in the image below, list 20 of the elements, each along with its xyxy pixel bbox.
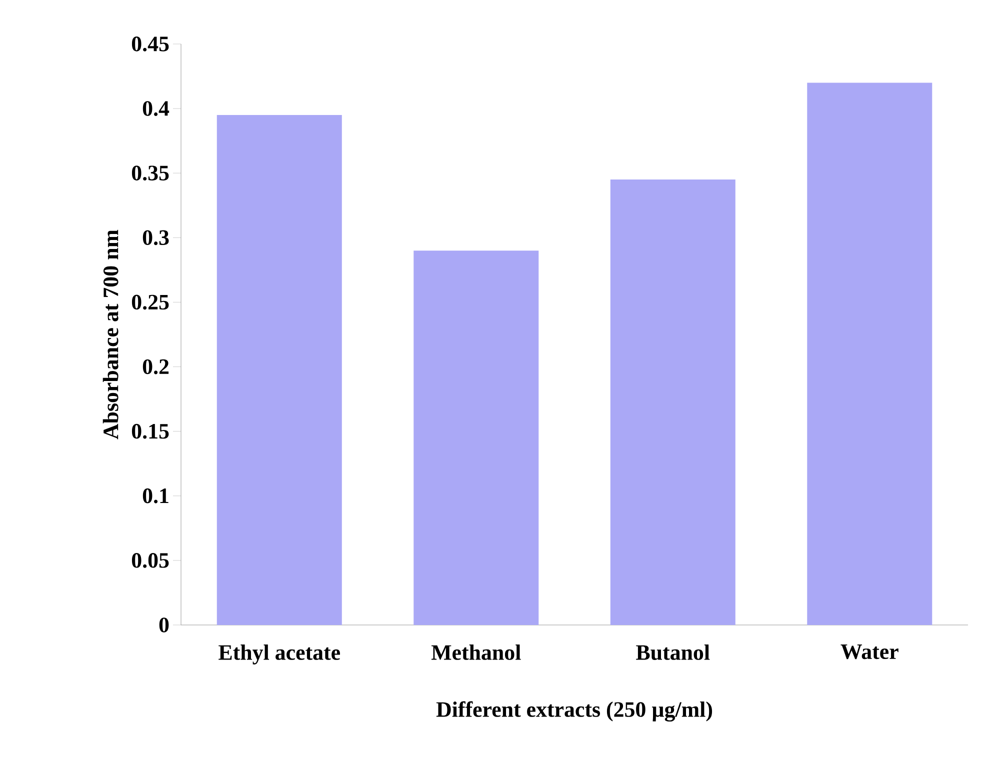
y-tick-label: 0.25: [132, 294, 169, 310]
y-tick-label: 0.2: [142, 359, 169, 374]
y-tick-label: 0.45: [132, 36, 169, 52]
y-tick-label: 0.3: [142, 230, 169, 246]
y-tick-label: 0.1: [142, 488, 168, 504]
y-tick-label: 0.15: [132, 424, 169, 439]
bar: [216, 114, 342, 625]
x-tick-label: Methanol: [431, 644, 521, 660]
bar: [414, 250, 539, 625]
bar: [610, 180, 736, 625]
x-tick-label: Ethyl acetate: [218, 644, 340, 664]
y-tick-label: 0: [159, 618, 169, 632]
y-tick-label: 0.35: [132, 166, 169, 181]
bar: [807, 82, 932, 625]
y-tick-label: 0.4: [142, 101, 170, 116]
x-tick-label: Water: [840, 644, 898, 660]
x-tick-label: Butanol: [636, 644, 710, 660]
x-axis-title: Different extracts (250 µg/ml): [436, 701, 712, 722]
y-axis-title: Absorbance at 700 nm: [102, 230, 118, 440]
y-tick-label: 0.05: [132, 552, 169, 568]
